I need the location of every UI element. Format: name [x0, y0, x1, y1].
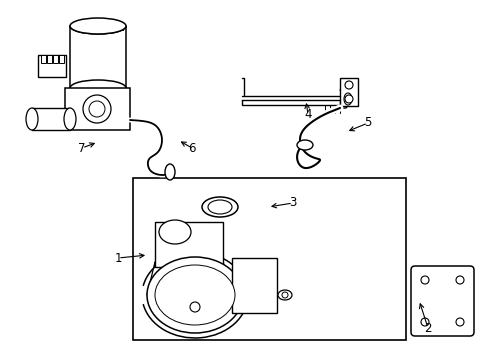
Bar: [232, 258, 277, 313]
Bar: [65, 88, 130, 130]
Ellipse shape: [344, 93, 352, 105]
Circle shape: [345, 95, 353, 103]
Ellipse shape: [208, 200, 232, 214]
Bar: [38, 55, 66, 77]
Text: 3: 3: [289, 197, 296, 210]
Bar: [340, 78, 358, 106]
Circle shape: [190, 302, 200, 312]
Circle shape: [421, 276, 429, 284]
Circle shape: [83, 95, 111, 123]
Ellipse shape: [297, 140, 313, 150]
Circle shape: [282, 292, 288, 298]
Bar: [32, 108, 70, 130]
Bar: [47, 55, 52, 63]
Text: 5: 5: [364, 117, 372, 130]
FancyBboxPatch shape: [411, 266, 474, 336]
Ellipse shape: [202, 197, 238, 217]
Bar: [41, 55, 46, 63]
Bar: [53, 55, 58, 63]
Text: 1: 1: [114, 252, 122, 265]
Circle shape: [421, 318, 429, 326]
Text: 7: 7: [78, 141, 86, 154]
Text: 6: 6: [188, 141, 196, 154]
Ellipse shape: [278, 290, 292, 300]
Ellipse shape: [70, 80, 126, 96]
Text: 4: 4: [304, 108, 312, 122]
Ellipse shape: [147, 257, 243, 333]
Bar: [133, 178, 406, 340]
Ellipse shape: [165, 164, 175, 180]
Circle shape: [89, 101, 105, 117]
Ellipse shape: [155, 265, 235, 325]
Ellipse shape: [159, 220, 191, 244]
Circle shape: [456, 276, 464, 284]
Ellipse shape: [64, 108, 76, 130]
Ellipse shape: [70, 18, 126, 34]
Bar: [59, 55, 64, 63]
Bar: [155, 222, 223, 267]
Text: 2: 2: [424, 321, 432, 334]
Circle shape: [345, 81, 353, 89]
Circle shape: [456, 318, 464, 326]
Ellipse shape: [26, 108, 38, 130]
